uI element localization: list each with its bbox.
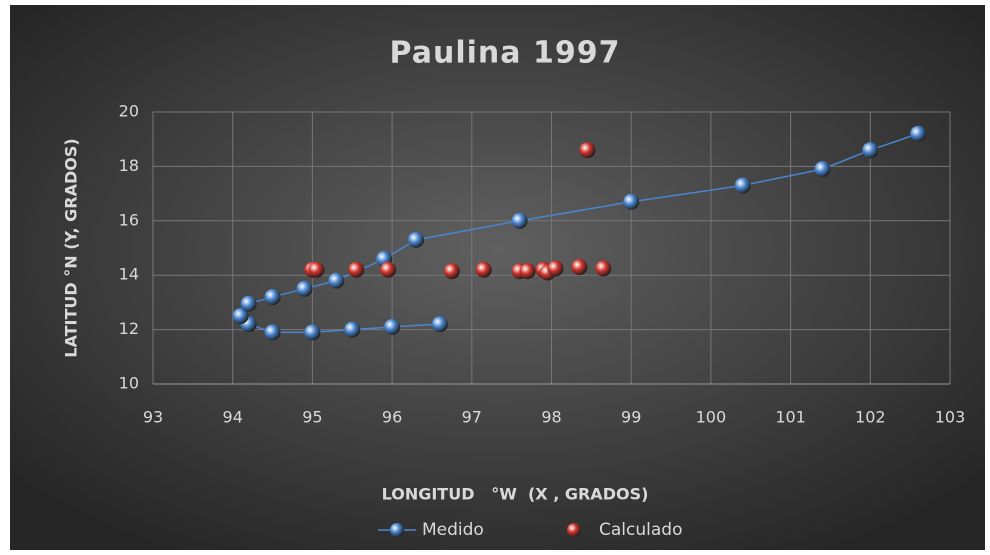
data-point xyxy=(862,142,879,159)
y-tick-label: 10 xyxy=(119,374,139,393)
data-point xyxy=(328,272,345,289)
data-point xyxy=(232,308,249,324)
x-tick-label: 101 xyxy=(775,408,806,427)
data-point xyxy=(384,318,401,335)
x-tick-label: 95 xyxy=(302,408,322,427)
x-tick-label: 102 xyxy=(855,408,886,427)
legend-marker xyxy=(390,523,404,537)
data-point xyxy=(408,231,425,248)
data-point xyxy=(475,261,492,278)
data-point xyxy=(296,280,313,297)
legend-label: Medido xyxy=(422,520,484,540)
y-tick-label: 20 xyxy=(119,102,139,121)
data-point xyxy=(380,261,397,278)
y-tick-label: 18 xyxy=(119,156,139,175)
x-tick-label: 96 xyxy=(382,408,402,427)
chart-background xyxy=(10,5,985,550)
data-point xyxy=(814,161,831,178)
data-point xyxy=(264,288,281,305)
x-tick-label: 100 xyxy=(696,408,727,427)
data-point xyxy=(571,259,588,276)
data-point xyxy=(623,193,640,210)
data-point xyxy=(547,260,564,277)
data-point xyxy=(344,321,361,338)
x-tick-label: 97 xyxy=(462,408,482,427)
x-tick-label: 103 xyxy=(935,408,966,427)
data-point xyxy=(734,177,751,194)
data-point xyxy=(304,324,321,341)
data-point xyxy=(240,295,257,312)
legend-label: Calculado xyxy=(599,520,682,540)
data-point xyxy=(348,261,365,278)
y-axis-label: LATITUD °N (Y, GRADOS) xyxy=(62,138,81,357)
y-tick-label: 12 xyxy=(119,319,139,338)
data-point xyxy=(443,263,460,280)
data-point xyxy=(431,316,448,333)
data-point xyxy=(595,260,612,277)
y-tick-label: 14 xyxy=(119,265,139,284)
data-point xyxy=(910,125,927,142)
x-tick-label: 99 xyxy=(621,408,641,427)
data-point xyxy=(519,263,536,280)
x-axis-label: LONGITUD °W (X , GRADOS) xyxy=(382,485,649,504)
chart-title: Paulina 1997 xyxy=(390,36,621,71)
data-point xyxy=(308,261,325,278)
x-tick-label: 98 xyxy=(541,408,561,427)
x-tick-label: 93 xyxy=(143,408,163,427)
data-point xyxy=(264,324,281,341)
y-tick-label: 16 xyxy=(119,210,139,229)
data-point xyxy=(511,212,528,229)
legend-marker xyxy=(567,523,581,537)
data-point xyxy=(579,142,596,159)
x-tick-label: 94 xyxy=(223,408,243,427)
